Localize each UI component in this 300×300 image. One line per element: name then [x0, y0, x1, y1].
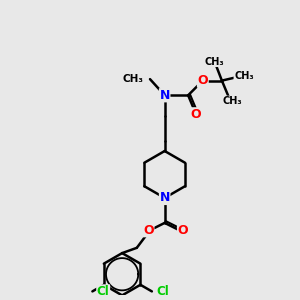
Text: CH₃: CH₃	[122, 74, 143, 84]
Text: O: O	[190, 108, 201, 121]
Text: N: N	[160, 191, 170, 205]
Text: O: O	[178, 224, 188, 237]
Text: Cl: Cl	[156, 285, 169, 298]
Text: CH₃: CH₃	[234, 71, 254, 81]
Text: N: N	[160, 89, 170, 102]
Text: O: O	[143, 224, 154, 237]
Text: CH₃: CH₃	[222, 96, 242, 106]
Text: Cl: Cl	[97, 285, 110, 298]
Text: O: O	[197, 74, 208, 87]
Text: CH₃: CH₃	[205, 56, 224, 67]
